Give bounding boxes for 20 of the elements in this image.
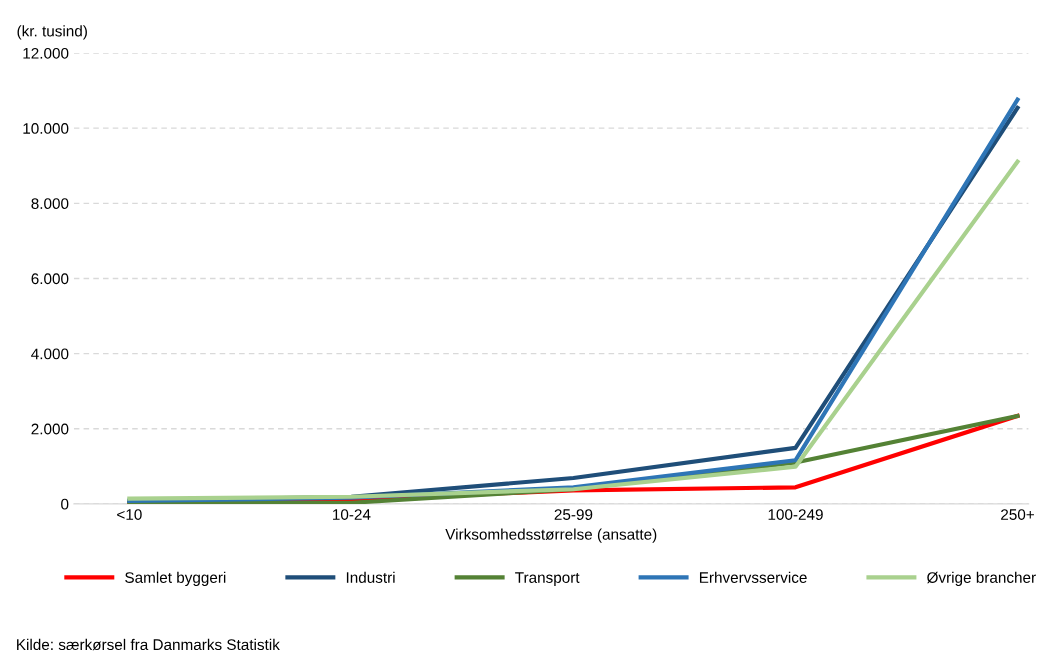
legend-label: Transport [515, 572, 580, 586]
y-tick-label: 12.000 [23, 47, 69, 59]
y-tick-label: 6.000 [31, 273, 69, 285]
y-tick-label: 4.000 [31, 348, 69, 360]
y-axis-title: (kr. tusind) [17, 25, 87, 40]
legend-label: Samlet byggeri [125, 571, 226, 586]
y-tick-label: 2.000 [31, 423, 69, 435]
legend-label: Øvrige brancher [927, 571, 1036, 586]
y-tick-label: 0 [61, 498, 69, 510]
x-tick-label: 250+ [1001, 509, 1034, 520]
y-tick-label: 8.000 [31, 198, 69, 210]
legend-label: Industri [346, 571, 395, 583]
x-axis-title: Virksomhedsstørrelse (ansatte) [445, 528, 657, 543]
x-tick-label: <10 [117, 509, 142, 520]
x-tick-label: 10-24 [333, 509, 371, 520]
y-tick-label: 10.000 [23, 123, 69, 134]
text: Kilde: særkørsel fra Danmarks Statistik [17, 638, 280, 651]
x-tick-label: 100-249 [768, 509, 823, 520]
legend-label: Erhvervsservice [699, 571, 807, 583]
x-tick-label: 25-99 [554, 509, 593, 520]
